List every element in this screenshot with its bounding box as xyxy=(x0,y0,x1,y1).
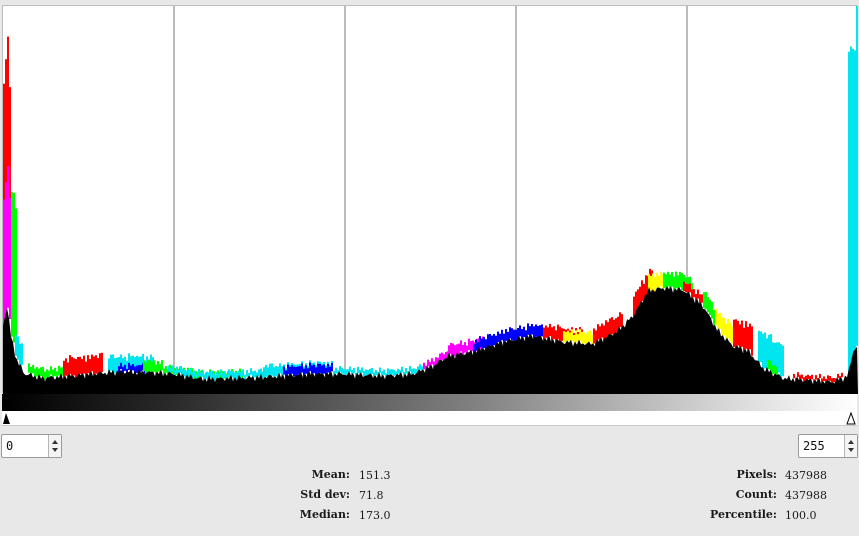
pixels-value: 437988 xyxy=(785,469,827,482)
count-value: 437988 xyxy=(785,489,827,502)
mean-value: 151.3 xyxy=(359,469,391,482)
range-end-handle[interactable] xyxy=(846,411,856,425)
histogram-bars xyxy=(3,6,858,394)
histogram-chart xyxy=(3,6,858,394)
stddev-label: Std dev: xyxy=(300,488,350,501)
range-start-spinbox[interactable] xyxy=(1,434,62,458)
percentile-value: 100.0 xyxy=(785,509,817,522)
range-start-input[interactable] xyxy=(6,439,46,453)
count-label: Count: xyxy=(735,488,777,501)
median-label: Median: xyxy=(299,508,350,521)
spin-down-icon[interactable] xyxy=(848,448,854,452)
range-end-spinbox[interactable] xyxy=(798,434,858,458)
range-start-handle[interactable] xyxy=(2,411,12,425)
spin-up-icon[interactable] xyxy=(848,440,854,444)
range-end-input[interactable] xyxy=(803,439,843,453)
median-value: 173.0 xyxy=(359,509,391,522)
pixels-label: Pixels: xyxy=(736,468,777,481)
range-slider[interactable] xyxy=(2,411,857,426)
value-gradient-bar xyxy=(2,394,857,411)
range-end-spin-arrows[interactable] xyxy=(844,435,857,457)
spin-down-icon[interactable] xyxy=(52,448,58,452)
percentile-label: Percentile: xyxy=(710,508,777,521)
range-start-spin-arrows[interactable] xyxy=(48,435,61,457)
value-channel-area xyxy=(3,285,858,394)
mean-label: Mean: xyxy=(311,468,350,481)
histogram-view[interactable] xyxy=(2,5,858,394)
spin-up-icon[interactable] xyxy=(52,440,58,444)
stddev-value: 71.8 xyxy=(359,489,384,502)
